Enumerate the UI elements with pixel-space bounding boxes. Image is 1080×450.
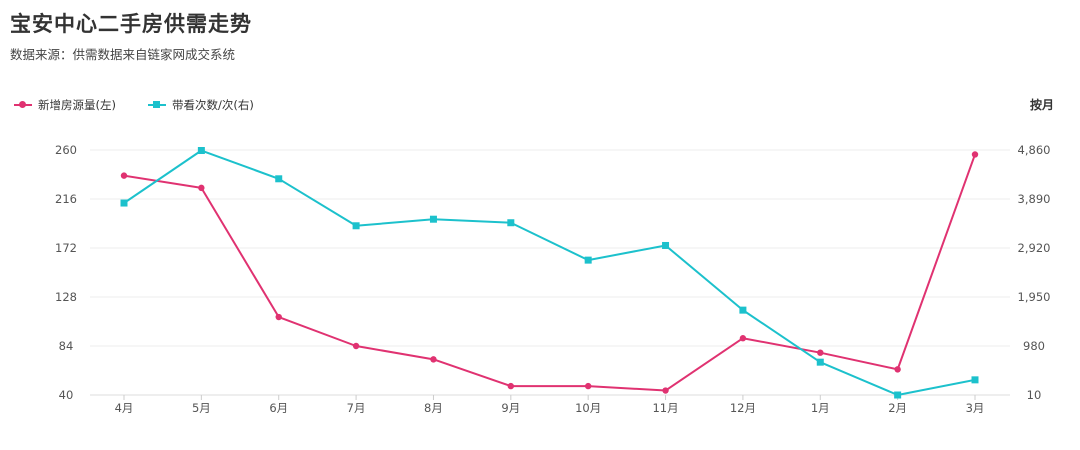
y-left-tick-label: 128 (55, 290, 77, 304)
data-point-series-2 (507, 219, 515, 227)
y-right-tick-label: 980 (1023, 339, 1045, 353)
x-tick-label: 1月 (811, 401, 830, 415)
data-point-series-1 (739, 335, 747, 342)
data-point-series-2 (739, 306, 747, 314)
data-point-series-2 (352, 222, 360, 230)
data-point-series-1 (120, 172, 128, 179)
x-tick-label: 8月 (424, 401, 443, 415)
data-point-series-1 (507, 382, 515, 390)
y-right-tick-label: 3,890 (1018, 192, 1051, 206)
data-point-series-1 (352, 342, 360, 350)
data-point-series-2 (429, 215, 437, 223)
legend-label-series1: 新增房源量(左) (38, 98, 116, 112)
data-point-series-1 (198, 184, 205, 192)
series-line-1 (123, 154, 976, 392)
legend-item-series2[interactable]: 带看次数/次(右) (147, 97, 254, 113)
data-point-series-2 (662, 241, 670, 249)
y-left-tick-label: 216 (55, 192, 77, 206)
x-tick-label: 12月 (730, 401, 756, 415)
x-tick-label: 9月 (501, 401, 520, 415)
chart-title: 宝安中心二手房供需走势 (10, 12, 252, 36)
legend: 新增房源量(左) 带看次数/次(右) (14, 97, 254, 113)
data-point-series-2 (275, 175, 283, 183)
data-point-series-1 (662, 387, 669, 394)
legend-marker-circle-icon (14, 100, 32, 110)
y-left-tick-label: 172 (55, 241, 77, 255)
data-point-series-2 (971, 376, 979, 384)
y-right-tick-label: 4,860 (1018, 143, 1051, 157)
legend-label-series2: 带看次数/次(右) (171, 98, 254, 112)
y-left-tick-label: 84 (59, 339, 74, 353)
x-tick-label: 7月 (347, 401, 366, 415)
y-right-tick-label: 2,920 (1018, 241, 1051, 255)
period-label[interactable]: 按月 (1029, 98, 1054, 112)
y-right-tick-label: 1,950 (1018, 290, 1051, 304)
data-point-series-1 (971, 151, 979, 158)
y-left-tick-label: 260 (55, 143, 77, 157)
data-point-series-2 (584, 256, 592, 264)
series-line-2 (123, 149, 976, 396)
legend-marker-square-icon (147, 100, 166, 110)
data-point-series-2 (197, 147, 205, 155)
legend-item-series1[interactable]: 新增房源量(左) (14, 97, 116, 113)
data-point-series-1 (430, 356, 437, 363)
x-tick-label: 4月 (115, 401, 134, 415)
data-point-series-1 (817, 349, 824, 356)
x-tick-label: 6月 (269, 401, 288, 415)
x-tick-label: 2月 (888, 401, 907, 415)
data-source: 数据来源：供需数据来自链家网成交系统 (10, 47, 236, 62)
x-tick-label: 11月 (652, 401, 678, 415)
y-right-tick-label: 10 (1027, 388, 1042, 402)
data-point-series-2 (816, 358, 824, 366)
data-point-series-1 (275, 313, 282, 321)
data-point-series-2 (894, 391, 902, 399)
x-tick-label: 10月 (575, 401, 601, 415)
data-point-series-1 (894, 366, 901, 373)
x-tick-label: 5月 (192, 401, 211, 415)
y-left-tick-label: 40 (59, 388, 74, 402)
data-point-series-2 (120, 199, 128, 207)
data-point-series-1 (584, 382, 592, 390)
x-tick-label: 3月 (966, 401, 985, 415)
